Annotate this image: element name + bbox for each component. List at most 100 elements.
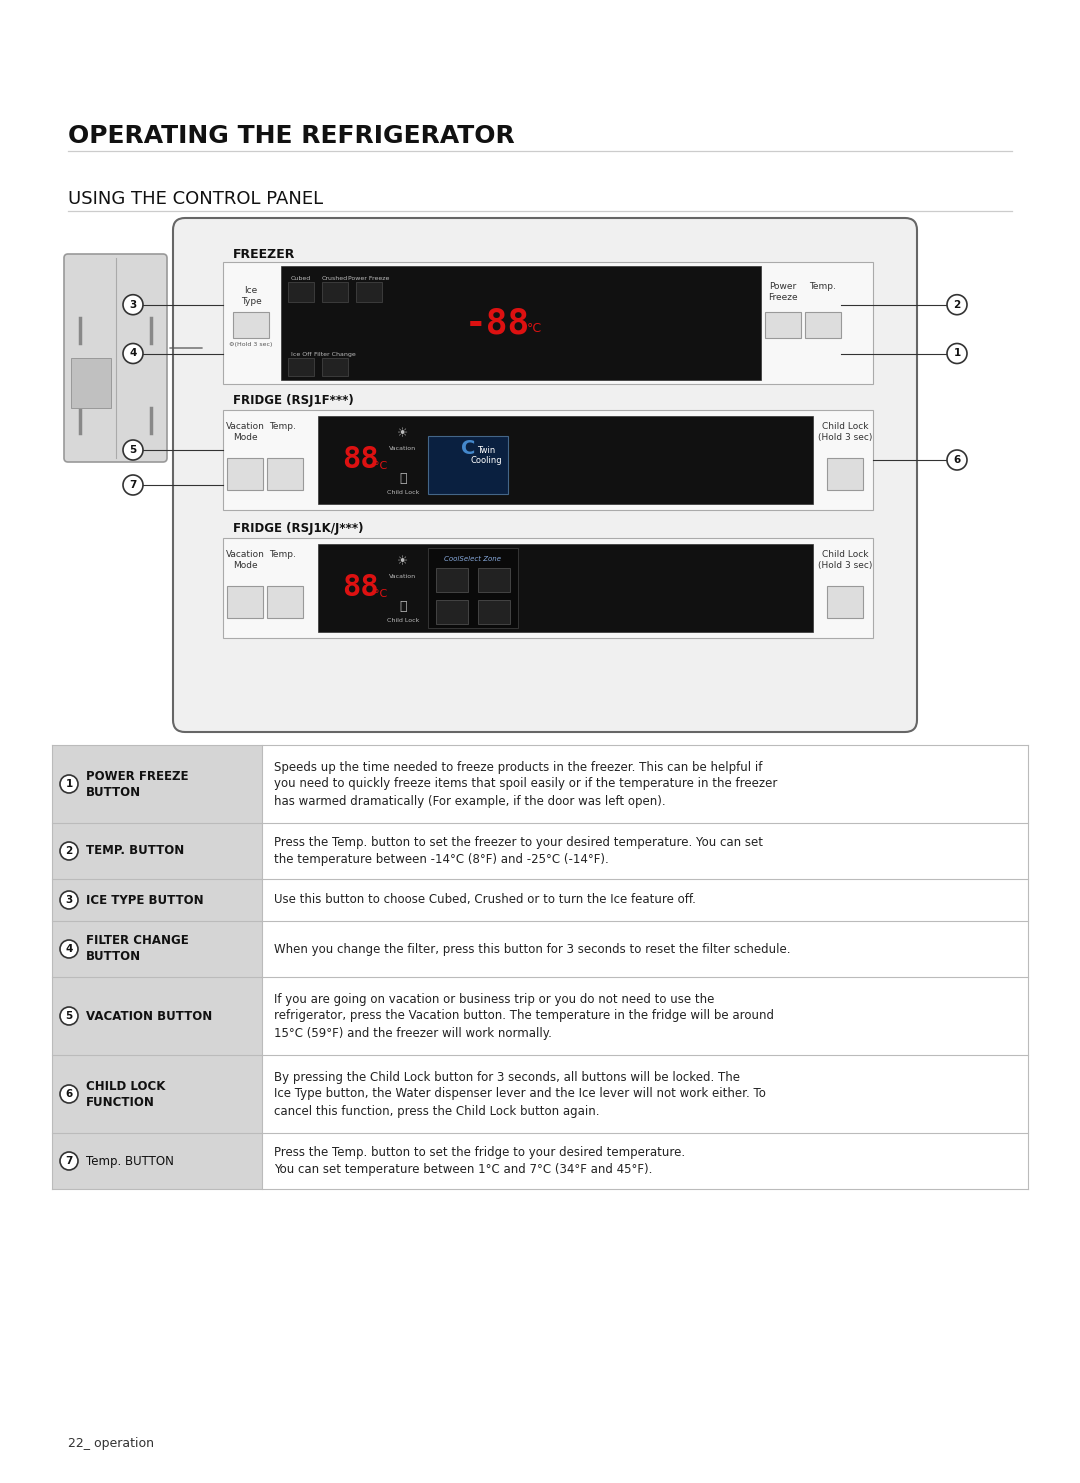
Text: VACATION BUTTON: VACATION BUTTON [86, 1010, 213, 1022]
Text: 7: 7 [65, 1157, 72, 1166]
Text: 1: 1 [66, 779, 72, 789]
Text: FREEZER: FREEZER [233, 248, 295, 261]
Text: ICE TYPE BUTTON: ICE TYPE BUTTON [86, 893, 204, 906]
Text: 5: 5 [66, 1011, 72, 1020]
Text: CoolSelect Zone: CoolSelect Zone [445, 556, 501, 562]
Text: POWER FREEZE
BUTTON: POWER FREEZE BUTTON [86, 770, 189, 798]
Text: FRIDGE (RSJ1K/J***): FRIDGE (RSJ1K/J***) [233, 522, 364, 535]
Text: -88: -88 [464, 305, 529, 340]
Bar [262, 1133, 1028, 1189]
Bar [356, 282, 382, 303]
Bar [262, 1054, 1028, 1133]
Text: 88: 88 [341, 445, 378, 475]
Text: Cubed: Cubed [291, 276, 311, 280]
Text: ☀: ☀ [397, 556, 408, 568]
Text: 3: 3 [130, 300, 137, 310]
Bar [267, 586, 303, 618]
Bar [222, 262, 873, 384]
Text: ☀: ☀ [397, 427, 408, 440]
Text: Temp. BUTTON: Temp. BUTTON [86, 1154, 174, 1167]
Bar [52, 823, 262, 879]
Bar [827, 458, 863, 489]
Text: When you change the filter, press this button for 3 seconds to reset the filter : When you change the filter, press this b… [274, 943, 791, 955]
Bar [52, 879, 262, 921]
Text: °C: °C [527, 322, 542, 335]
FancyBboxPatch shape [64, 254, 167, 463]
Bar [288, 357, 314, 377]
Text: FILTER CHANGE
BUTTON: FILTER CHANGE BUTTON [86, 934, 189, 964]
Text: Vacation: Vacation [390, 446, 417, 451]
Bar [436, 568, 468, 592]
Bar [322, 357, 348, 377]
Text: 88: 88 [341, 574, 378, 602]
Bar [262, 977, 1028, 1054]
Bar [318, 544, 813, 632]
Circle shape [123, 440, 143, 460]
Text: 6: 6 [954, 455, 960, 466]
Circle shape [947, 344, 967, 363]
Text: Power
Freeze: Power Freeze [768, 282, 798, 303]
Bar [52, 744, 262, 823]
Text: 6: 6 [66, 1089, 72, 1099]
Text: Crushed: Crushed [322, 276, 348, 280]
Bar [262, 744, 1028, 823]
Text: Power Freeze: Power Freeze [349, 276, 390, 280]
Text: Ice
Type: Ice Type [241, 286, 261, 305]
Text: Child Lock
(Hold 3 sec): Child Lock (Hold 3 sec) [818, 550, 873, 569]
Circle shape [60, 1086, 78, 1103]
Text: Vacation
Mode: Vacation Mode [226, 423, 265, 442]
Circle shape [60, 842, 78, 860]
Circle shape [60, 891, 78, 909]
Text: °C: °C [374, 461, 388, 472]
Bar [267, 458, 303, 489]
Text: 4: 4 [130, 349, 137, 359]
Circle shape [60, 940, 78, 958]
Text: Vacation: Vacation [390, 574, 417, 578]
Text: Filter Change: Filter Change [314, 351, 356, 357]
Bar [71, 357, 111, 408]
Text: Press the Temp. button to set the freezer to your desired temperature. You can s: Press the Temp. button to set the freeze… [274, 836, 762, 866]
Text: OPERATING THE REFRIGERATOR: OPERATING THE REFRIGERATOR [68, 125, 515, 148]
Text: Use this button to choose Cubed, Crushed or to turn the Ice feature off.: Use this button to choose Cubed, Crushed… [274, 893, 696, 906]
Bar [227, 458, 264, 489]
Bar [428, 436, 508, 494]
Bar [318, 417, 813, 504]
Text: If you are going on vacation or business trip or you do not need to use the
refr: If you are going on vacation or business… [274, 992, 774, 1040]
Text: C: C [461, 439, 475, 457]
Text: Child Lock: Child Lock [387, 489, 419, 495]
Bar [227, 586, 264, 618]
Text: 🔒: 🔒 [400, 472, 407, 485]
Text: ⚙(Hold 3 sec): ⚙(Hold 3 sec) [229, 343, 272, 347]
Bar [52, 1054, 262, 1133]
Circle shape [947, 449, 967, 470]
Bar [478, 568, 510, 592]
Bar [222, 409, 873, 510]
Bar [222, 538, 873, 638]
Text: 🔒: 🔒 [400, 599, 407, 612]
Bar [805, 311, 841, 338]
Text: Ice Off: Ice Off [291, 351, 311, 357]
Text: By pressing the Child Lock button for 3 seconds, all buttons will be locked. The: By pressing the Child Lock button for 3 … [274, 1071, 766, 1118]
Text: 1: 1 [954, 349, 960, 359]
Bar [428, 549, 518, 627]
Circle shape [60, 1152, 78, 1170]
Text: 2: 2 [954, 300, 960, 310]
Text: Speeds up the time needed to freeze products in the freezer. This can be helpful: Speeds up the time needed to freeze prod… [274, 761, 778, 808]
Circle shape [123, 344, 143, 363]
Bar [52, 921, 262, 977]
Bar [52, 977, 262, 1054]
Bar [322, 282, 348, 303]
Bar [262, 879, 1028, 921]
Text: 7: 7 [130, 480, 137, 489]
Bar [233, 311, 269, 338]
Text: 22_ operation: 22_ operation [68, 1437, 154, 1450]
Text: Vacation
Mode: Vacation Mode [226, 550, 265, 569]
Circle shape [60, 776, 78, 793]
Text: Temp.: Temp. [270, 550, 296, 559]
Bar [827, 586, 863, 618]
Bar [436, 601, 468, 624]
Text: Temp.: Temp. [810, 282, 836, 291]
Text: °C: °C [374, 589, 388, 599]
Bar [478, 601, 510, 624]
Circle shape [123, 475, 143, 495]
